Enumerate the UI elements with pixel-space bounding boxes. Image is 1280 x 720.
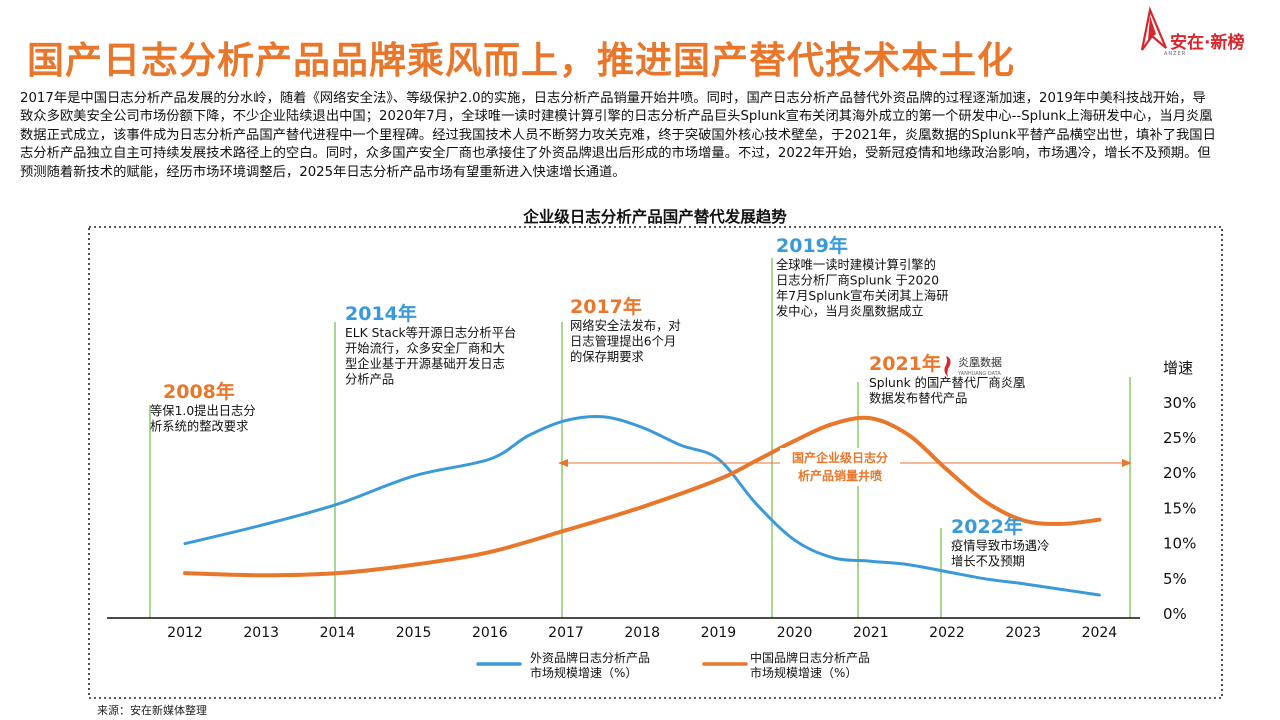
milestone-note: 日志分析厂商Splunk 于2020 [776,273,939,288]
yanhuang-logo-text: 炎凰数据 [958,355,1002,369]
china-brand-series-line [183,415,1102,578]
logo-subtext: ANZER [1164,51,1187,57]
milestone-note: 网络安全法发布，对 [570,318,681,333]
legend-label: 外资品牌日志分析产品 [530,651,650,665]
x-tick-label: 2019 [701,625,737,641]
yanhuang-logo: 炎凰数据 YANHUANG DATA [944,355,1002,377]
x-tick-label: 2018 [624,625,660,641]
milestone-note: 的保存期要求 [570,349,644,364]
foreign-brand-series-line [183,414,1101,597]
x-tick-label: 2014 [320,625,356,641]
milestone-year-label: 2008年 [163,380,235,403]
source-note: 来源：安在新媒体整理 [97,704,207,717]
milestone-note: 型企业基于开源基础开发日志 [345,356,505,371]
range-label-bg [780,448,900,486]
x-tick-label: 2012 [167,625,203,641]
milestone-year-label: 2021年 [869,352,941,375]
milestone-year-label: 2014年 [345,302,417,325]
x-tick-label: 2015 [396,625,432,641]
milestone-note: ELK Stack等开源日志分析平台 [345,325,516,340]
yanhuang-logo-icon [944,356,951,377]
range-arrow-right-icon [1122,459,1132,467]
milestone-note: 全球唯一读时建模计算引擎的 [776,257,936,272]
y-tick-label: 10% [1163,535,1196,553]
milestone-year-label: 2017年 [570,295,642,318]
x-tick-label: 2021 [853,625,889,641]
y-tick-label: 20% [1163,464,1196,482]
x-tick-label: 2022 [929,625,965,641]
yanhuang-logo-subtext: YANHUANG DATA [957,371,1001,377]
milestone-note: 数据发布替代产品 [869,391,967,406]
milestone-year-label: 2019年 [776,234,848,257]
x-tick-label: 2020 [777,625,813,641]
range-label-line-2: 析产品销量井喷 [798,468,882,483]
y-tick-label: 5% [1163,570,1187,588]
milestone-note: 增长不及预期 [951,554,1025,569]
milestone-note: 年7月Splunk宣布关闭其上海研 [776,288,949,303]
milestone-note: 分析产品 [345,373,394,387]
x-tick-label: 2017 [548,625,584,641]
range-label-line-1: 国产企业级日志分 [792,450,888,465]
page-title: 国产日志分析产品品牌乘风而上，推进国产替代技术本土化 [27,39,1015,82]
y-tick-label: 25% [1163,429,1196,447]
legend-label: 中国品牌日志分析产品 [750,650,870,665]
y-tick-label: 0% [1163,605,1187,623]
y-tick-label: 15% [1163,499,1196,517]
legend-label: 市场规模增速（%） [530,665,637,680]
milestone-note: 发中心，当月炎凰数据成立 [776,304,924,319]
legend-label: 市场规模增速（%） [750,665,857,680]
chart-frame [88,226,1223,699]
intro-paragraph: 2017年是中国日志分析产品发展的分水岭，随着《网络安全法》、等级保护2.0的实… [20,91,1216,180]
milestone-note: Splunk 的国产替代厂商炎凰 [869,375,1025,390]
milestone-note: 日志管理提出6个月 [570,334,676,349]
chart-title: 企业级日志分析产品国产替代发展趋势 [523,208,787,226]
x-tick-label: 2016 [472,625,508,641]
anzer-logo [1140,6,1168,51]
milestone-year-label: 2022年 [951,515,1023,538]
logo-text: 安在·新榜 [1170,33,1245,53]
milestone-note: 等保1.0提出日志分 [150,403,256,418]
x-tick-label: 2013 [243,625,279,641]
x-tick-label: 2023 [1005,625,1041,641]
y-axis-label: 增速 [1163,359,1193,377]
y-tick-label: 30% [1163,394,1196,412]
range-arrow-left-icon [558,459,568,467]
x-tick-label: 2024 [1082,625,1118,641]
milestone-note: 疫情导致市场遇冷 [951,538,1049,553]
milestone-note: 析系统的整改要求 [150,419,248,434]
milestone-note: 开始流行，众多安全厂商和大 [345,341,505,356]
